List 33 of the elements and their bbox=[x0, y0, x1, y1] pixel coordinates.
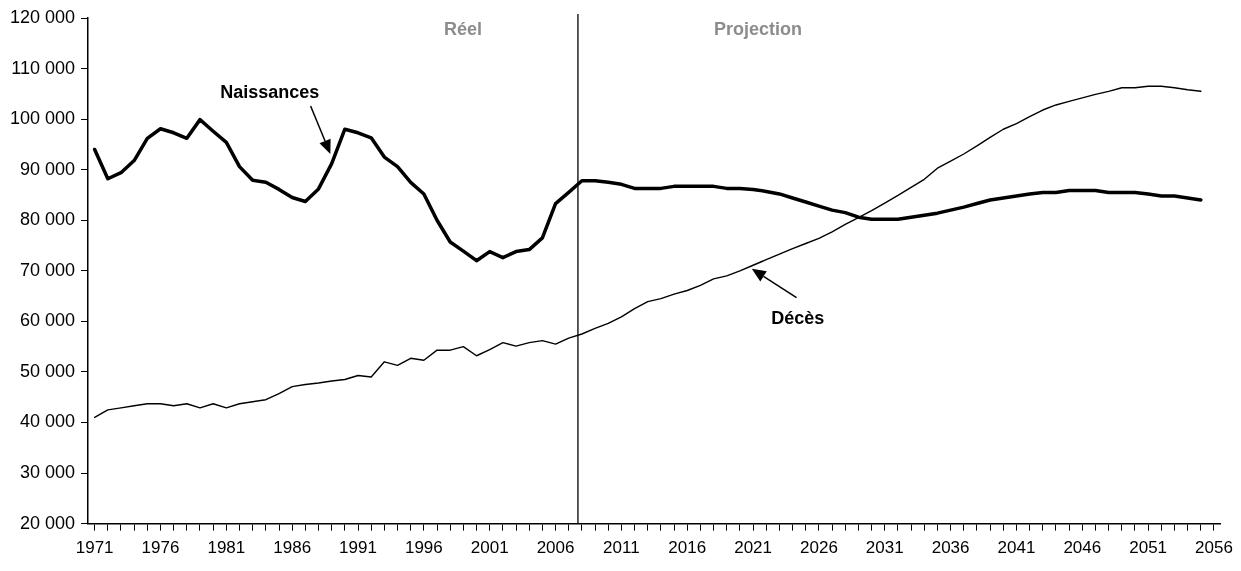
series-label: Naissances bbox=[220, 81, 320, 102]
y-tick-label: 30 000 bbox=[20, 462, 76, 483]
x-tick-label: 2001 bbox=[470, 538, 509, 558]
x-tick-label: 1981 bbox=[207, 538, 246, 558]
legend-label: Décès bbox=[771, 307, 825, 328]
x-tick-label: 2011 bbox=[603, 538, 640, 558]
x-tick-label: 2051 bbox=[1129, 538, 1168, 558]
annotation: Réel bbox=[443, 18, 482, 39]
x-tick-label: 2016 bbox=[668, 538, 707, 558]
annotation: Projection bbox=[713, 18, 802, 39]
y-tick-label: 60 000 bbox=[20, 310, 76, 331]
y-tick-label: 80 000 bbox=[20, 209, 76, 230]
y-tick-label: 50 000 bbox=[20, 360, 76, 381]
y-tick-label: 90 000 bbox=[20, 158, 76, 179]
x-tick-label: 1976 bbox=[141, 538, 180, 558]
y-tick-label: 20 000 bbox=[20, 512, 76, 533]
x-tick-label: 1996 bbox=[404, 538, 443, 558]
y-tick-label: 120 000 bbox=[9, 6, 76, 27]
x-tick-label: 2021 bbox=[734, 538, 772, 558]
y-tick-label: 70 000 bbox=[20, 259, 76, 280]
x-tick-label: 1991 bbox=[339, 538, 377, 558]
x-tick-label: 2036 bbox=[931, 538, 970, 558]
x-tick-label: 2041 bbox=[997, 538, 1036, 558]
x-tick-label: 2006 bbox=[536, 538, 575, 558]
y-tick-label: 100 000 bbox=[9, 108, 76, 129]
y-tick-label: 40 000 bbox=[20, 411, 76, 432]
y-tick-label: 110 000 bbox=[11, 57, 76, 78]
x-tick-label: 2031 bbox=[865, 538, 904, 558]
x-tick-label: 2056 bbox=[1195, 538, 1233, 558]
x-tick-label: 1971 bbox=[75, 538, 114, 558]
x-tick-label: 1986 bbox=[273, 538, 312, 558]
x-tick-label: 2046 bbox=[1063, 538, 1102, 558]
x-tick-label: 2026 bbox=[800, 538, 838, 558]
